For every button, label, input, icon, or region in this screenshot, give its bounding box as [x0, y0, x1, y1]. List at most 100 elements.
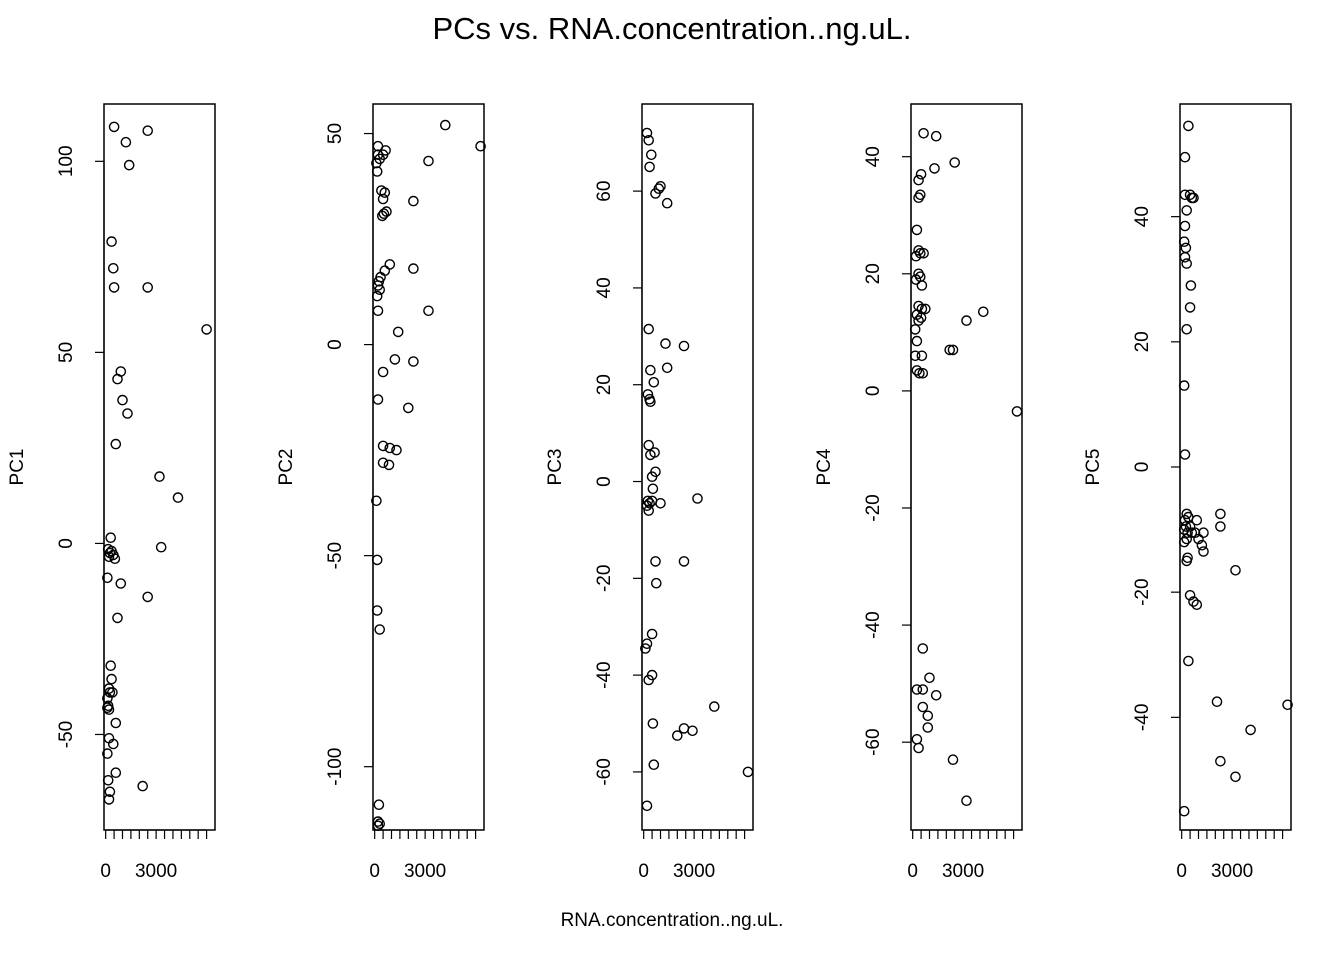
x-tick-label: 3000 — [1211, 861, 1253, 882]
data-point — [1184, 302, 1196, 313]
data-point — [1188, 596, 1199, 607]
data-point — [142, 282, 153, 293]
data-point — [172, 492, 184, 503]
data-point — [105, 660, 116, 672]
data-point — [640, 643, 651, 654]
data-point — [371, 605, 383, 616]
data-point — [379, 187, 391, 198]
data-point — [678, 556, 690, 567]
data-point — [475, 140, 486, 152]
data-point — [909, 350, 921, 362]
data-point — [1245, 724, 1256, 736]
data-point — [378, 208, 390, 219]
x-tick-label: 3000 — [404, 861, 446, 882]
data-point — [910, 274, 922, 285]
data-point — [918, 127, 929, 139]
data-point — [915, 168, 927, 180]
data-point — [916, 350, 928, 362]
data-point — [389, 354, 401, 365]
y-tick-label: -40 — [1132, 704, 1153, 731]
x-tick-label: 3000 — [942, 861, 984, 882]
data-point — [647, 718, 659, 729]
data-point — [709, 701, 720, 712]
data-point — [650, 556, 661, 567]
data-point — [108, 738, 119, 750]
data-point — [377, 457, 389, 469]
y-tick-label: 50 — [56, 342, 77, 363]
data-point — [1282, 699, 1293, 711]
data-point — [1189, 527, 1201, 539]
data-point — [372, 820, 384, 832]
data-point — [384, 259, 396, 270]
data-point — [930, 690, 942, 701]
data-point — [103, 794, 115, 805]
x-tick-label: 0 — [369, 861, 380, 882]
data-point — [123, 159, 135, 171]
data-point — [920, 303, 931, 315]
data-point — [646, 149, 657, 161]
data-point — [108, 262, 119, 274]
data-point — [1191, 599, 1203, 611]
data-point — [1184, 590, 1196, 601]
y-tick-label: -60 — [594, 758, 615, 785]
data-point — [1230, 565, 1241, 576]
data-point — [423, 155, 434, 167]
x-tick-label: 0 — [907, 861, 918, 882]
data-point — [644, 161, 655, 173]
data-point — [110, 717, 122, 729]
y-tick-label: 60 — [594, 181, 615, 202]
data-point — [641, 800, 653, 812]
data-point — [155, 541, 167, 553]
data-point — [913, 742, 924, 754]
data-point — [646, 628, 658, 640]
data-point — [1193, 533, 1204, 545]
data-point — [949, 157, 961, 168]
y-tick-label: -40 — [863, 611, 884, 638]
data-point — [372, 305, 384, 317]
data-point — [377, 193, 389, 205]
data-point — [1178, 380, 1190, 391]
figure-title: PCs vs. RNA.concentration..ng.uL. — [432, 11, 911, 46]
data-point — [374, 624, 386, 635]
data-point — [922, 722, 934, 733]
data-point — [922, 710, 934, 722]
y-tick-label: 0 — [1132, 462, 1153, 473]
data-point — [371, 166, 383, 177]
data-point — [947, 344, 959, 356]
data-point — [650, 188, 661, 199]
data-point — [1179, 251, 1191, 263]
data-point — [641, 127, 653, 139]
data-point — [643, 505, 655, 516]
y-tick-label: -60 — [863, 728, 884, 755]
data-point — [687, 725, 698, 737]
scatter-panel-2: 0 3000 -100 -50 0 50 PC2 — [276, 103, 486, 882]
data-point — [1215, 521, 1226, 532]
data-point — [1182, 527, 1193, 539]
plot-frame — [910, 103, 1023, 831]
y-tick-label: -20 — [594, 565, 615, 592]
y-axis-label: PC2 — [276, 449, 297, 486]
y-tick-label: 40 — [1132, 206, 1153, 227]
data-point — [643, 674, 655, 686]
data-point — [120, 136, 132, 148]
data-point — [641, 500, 653, 512]
data-point — [106, 236, 117, 247]
data-point — [137, 780, 148, 792]
data-point — [105, 532, 116, 544]
data-point — [742, 766, 754, 778]
scatter-panel-4: 0 3000 -60 -40 -20 0 20 40 PC4 — [814, 103, 1023, 882]
data-point — [924, 672, 935, 684]
data-point — [108, 282, 120, 293]
y-tick-label: 0 — [56, 538, 77, 549]
data-point — [911, 684, 923, 695]
data-point — [439, 119, 451, 131]
data-point — [1178, 236, 1190, 247]
data-point — [377, 366, 389, 378]
scatter-panel-1: 0 3000 -50 0 50 100 PC1 — [7, 103, 216, 882]
y-tick-label: 0 — [325, 339, 346, 350]
data-point — [1211, 696, 1223, 708]
x-tick-label: 0 — [1176, 861, 1187, 882]
data-point — [911, 335, 923, 347]
data-point — [642, 389, 654, 400]
scatter-panel-5: 0 3000 -40 -20 0 20 40 PC5 — [1083, 103, 1293, 882]
